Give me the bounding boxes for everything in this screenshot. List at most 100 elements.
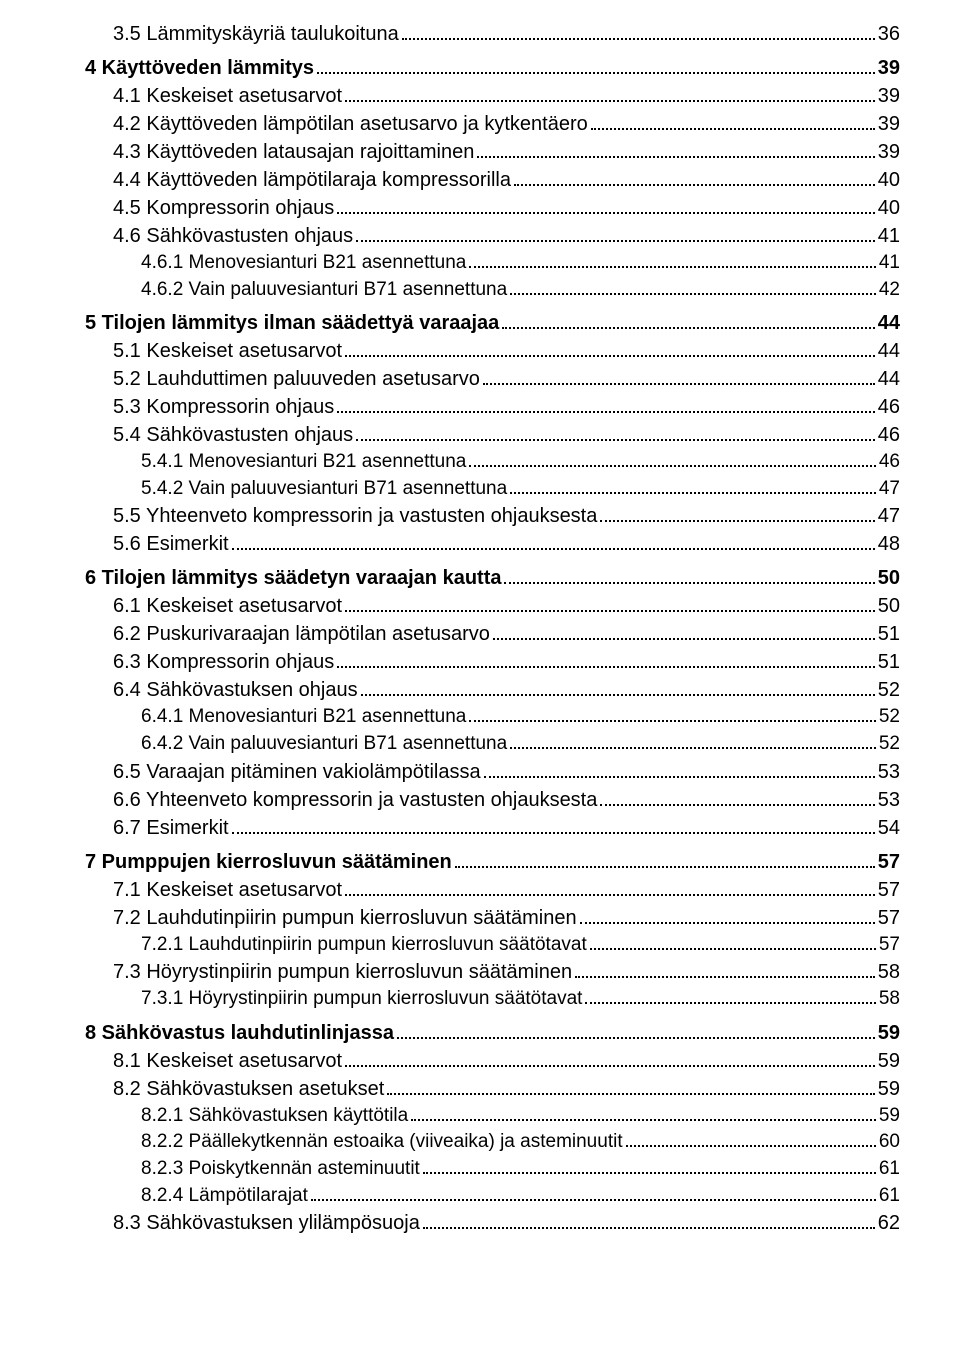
toc-entry[interactable]: 5 Tilojen lämmitys ilman säädettyä varaa…: [85, 309, 900, 337]
toc-entry-label: 4.6 Sähkövastusten ohjaus: [113, 222, 353, 250]
toc-entry-label: 4.2 Käyttöveden lämpötilan asetusarvo ja…: [113, 110, 588, 138]
toc-leader-dots: [510, 747, 876, 749]
toc-entry[interactable]: 6.3 Kompressorin ohjaus 51: [113, 648, 900, 676]
toc-entry[interactable]: 6 Tilojen lämmitys säädetyn varaajan kau…: [85, 564, 900, 592]
toc-entry[interactable]: 8.2 Sähkövastuksen asetukset59: [113, 1075, 900, 1103]
toc-entry[interactable]: 4.1 Keskeiset asetusarvot39: [113, 82, 900, 110]
toc-entry[interactable]: 6.7 Esimerkit54: [113, 814, 900, 842]
toc-entry[interactable]: 6.4.2 Vain paluuvesianturi B71 asennettu…: [141, 731, 900, 758]
toc-entry[interactable]: 6.4.1 Menovesianturi B21 asennettuna 52: [141, 704, 900, 731]
toc-entry-label: 8.2.3 Poiskytkennän asteminuutit: [141, 1156, 420, 1183]
toc-leader-dots: [345, 100, 875, 102]
toc-entry-label: 6 Tilojen lämmitys säädetyn varaajan kau…: [85, 564, 501, 592]
toc-entry-label: 5.4 Sähkövastusten ohjaus: [113, 421, 353, 449]
toc-entry-page: 54: [878, 814, 900, 842]
toc-entry[interactable]: 8.2.4 Lämpötilarajat61: [141, 1183, 900, 1210]
toc-entry[interactable]: 5.3 Kompressorin ohjaus46: [113, 393, 900, 421]
toc-entry[interactable]: 8.2.1 Sähkövastuksen käyttötila59: [141, 1103, 900, 1130]
toc-entry-label: 6.4 Sähkövastuksen ohjaus: [113, 676, 358, 704]
toc-leader-dots: [232, 548, 875, 550]
toc-entry-label: 4.5 Kompressorin ohjaus: [113, 194, 334, 222]
toc-entry-label: 5.2 Lauhduttimen paluuveden asetusarvo: [113, 365, 480, 393]
toc-entry-page: 53: [878, 758, 900, 786]
toc-entry-page: 46: [878, 421, 900, 449]
toc-entry-page: 39: [878, 54, 900, 82]
toc-entry-page: 47: [878, 502, 900, 530]
toc-entry-label: 5.3 Kompressorin ohjaus: [113, 393, 334, 421]
toc-entry-label: 6.3 Kompressorin ohjaus: [113, 648, 334, 676]
toc-entry[interactable]: 6.4 Sähkövastuksen ohjaus52: [113, 676, 900, 704]
toc-entry[interactable]: 5.4.1 Menovesianturi B21 asennettuna46: [141, 449, 900, 476]
toc-entry-label: 8.2.2 Päällekytkennän estoaika (viiveaik…: [141, 1129, 623, 1156]
toc-leader-dots: [232, 832, 875, 834]
toc-entry[interactable]: 4.6.1 Menovesianturi B21 asennettuna41: [141, 250, 900, 277]
toc-leader-dots: [600, 804, 874, 806]
toc-entry-page: 39: [878, 138, 900, 166]
toc-entry-label: 6.1 Keskeiset asetusarvot: [113, 592, 342, 620]
toc-leader-dots: [469, 266, 876, 268]
toc-entry[interactable]: 8 Sähkövastus lauhdutinlinjassa59: [85, 1019, 900, 1047]
toc-entry-page: 60: [879, 1129, 900, 1156]
toc-entry-page: 44: [878, 365, 900, 393]
toc-leader-dots: [455, 866, 875, 868]
toc-entry[interactable]: 4 Käyttöveden lämmitys39: [85, 54, 900, 82]
toc-entry-label: 7.3 Höyrystinpiirin pumpun kierrosluvun …: [113, 958, 572, 986]
toc-entry[interactable]: 8.3 Sähkövastuksen ylilämpösuoja62: [113, 1209, 900, 1237]
toc-entry[interactable]: 6.2 Puskurivaraajan lämpötilan asetusarv…: [113, 620, 900, 648]
toc-entry-page: 59: [878, 1019, 900, 1047]
toc-entry[interactable]: 8.2.2 Päällekytkennän estoaika (viiveaik…: [141, 1129, 900, 1156]
toc-entry[interactable]: 6.1 Keskeiset asetusarvot50: [113, 592, 900, 620]
toc-entry-page: 51: [878, 648, 900, 676]
toc-entry[interactable]: 7.2.1 Lauhdutinpiirin pumpun kierrosluvu…: [141, 932, 900, 959]
toc-entry[interactable]: 4.6.2 Vain paluuvesianturi B71 asennettu…: [141, 277, 900, 304]
toc-entry-page: 40: [878, 194, 900, 222]
toc-leader-dots: [402, 38, 875, 40]
toc-entry[interactable]: 8.2.3 Poiskytkennän asteminuutit 61: [141, 1156, 900, 1183]
toc-entry-page: 52: [879, 731, 900, 758]
toc-entry-label: 8.1 Keskeiset asetusarvot: [113, 1047, 342, 1075]
toc-entry-label: 7.3.1 Höyrystinpiirin pumpun kierrosluvu…: [141, 986, 582, 1013]
toc-entry[interactable]: 7.1 Keskeiset asetusarvot57: [113, 876, 900, 904]
toc-entry[interactable]: 3.5 Lämmityskäyriä taulukoituna36: [113, 20, 900, 48]
toc-entry[interactable]: 7 Pumppujen kierrosluvun säätäminen57: [85, 848, 900, 876]
toc-entry-label: 6.4.1 Menovesianturi B21 asennettuna: [141, 704, 466, 731]
toc-entry[interactable]: 7.2 Lauhdutinpiirin pumpun kierrosluvun …: [113, 904, 900, 932]
toc-entry-page: 40: [878, 166, 900, 194]
toc-entry-page: 52: [879, 704, 900, 731]
toc-entry[interactable]: 4.3 Käyttöveden latausajan rajoittaminen…: [113, 138, 900, 166]
toc-leader-dots: [469, 720, 876, 722]
toc-entry[interactable]: 5.2 Lauhduttimen paluuveden asetusarvo 44: [113, 365, 900, 393]
toc-entry[interactable]: 4.6 Sähkövastusten ohjaus41: [113, 222, 900, 250]
toc-entry-label: 6.4.2 Vain paluuvesianturi B71 asennettu…: [141, 731, 507, 758]
toc-leader-dots: [356, 240, 875, 242]
toc-entry-page: 47: [879, 476, 900, 503]
toc-entry[interactable]: 4.2 Käyttöveden lämpötilan asetusarvo ja…: [113, 110, 900, 138]
toc-entry[interactable]: 8.1 Keskeiset asetusarvot59: [113, 1047, 900, 1075]
toc-leader-dots: [591, 128, 875, 130]
toc-entry-label: 6.2 Puskurivaraajan lämpötilan asetusarv…: [113, 620, 490, 648]
toc-entry[interactable]: 5.1 Keskeiset asetusarvot44: [113, 337, 900, 365]
toc-entry-page: 57: [878, 904, 900, 932]
toc-entry[interactable]: 6.5 Varaajan pitäminen vakiolämpötilassa…: [113, 758, 900, 786]
toc-leader-dots: [510, 293, 876, 295]
toc-leader-dots: [397, 1037, 875, 1039]
toc-entry-label: 5.1 Keskeiset asetusarvot: [113, 337, 342, 365]
toc-entry-label: 5.5 Yhteenveto kompressorin ja vastusten…: [113, 502, 597, 530]
toc-entry-page: 61: [879, 1156, 900, 1183]
toc-entry[interactable]: 5.5 Yhteenveto kompressorin ja vastusten…: [113, 502, 900, 530]
toc-entry[interactable]: 7.3.1 Höyrystinpiirin pumpun kierrosluvu…: [141, 986, 900, 1013]
toc-leader-dots: [387, 1093, 874, 1095]
toc-entry[interactable]: 7.3 Höyrystinpiirin pumpun kierrosluvun …: [113, 958, 900, 986]
toc-entry[interactable]: 5.4.2 Vain paluuvesianturi B71 asennettu…: [141, 476, 900, 503]
toc-entry[interactable]: 4.5 Kompressorin ohjaus 40: [113, 194, 900, 222]
toc-leader-dots: [337, 212, 875, 214]
toc-entry[interactable]: 5.6 Esimerkit48: [113, 530, 900, 558]
toc-leader-dots: [345, 355, 875, 357]
toc-entry-page: 50: [878, 564, 900, 592]
toc-entry[interactable]: 4.4 Käyttöveden lämpötilaraja kompressor…: [113, 166, 900, 194]
toc-entry[interactable]: 5.4 Sähkövastusten ohjaus 46: [113, 421, 900, 449]
toc-entry-label: 4.3 Käyttöveden latausajan rajoittaminen: [113, 138, 474, 166]
toc-entry-page: 51: [878, 620, 900, 648]
toc-entry[interactable]: 6.6 Yhteenveto kompressorin ja vastusten…: [113, 786, 900, 814]
toc-leader-dots: [337, 411, 875, 413]
